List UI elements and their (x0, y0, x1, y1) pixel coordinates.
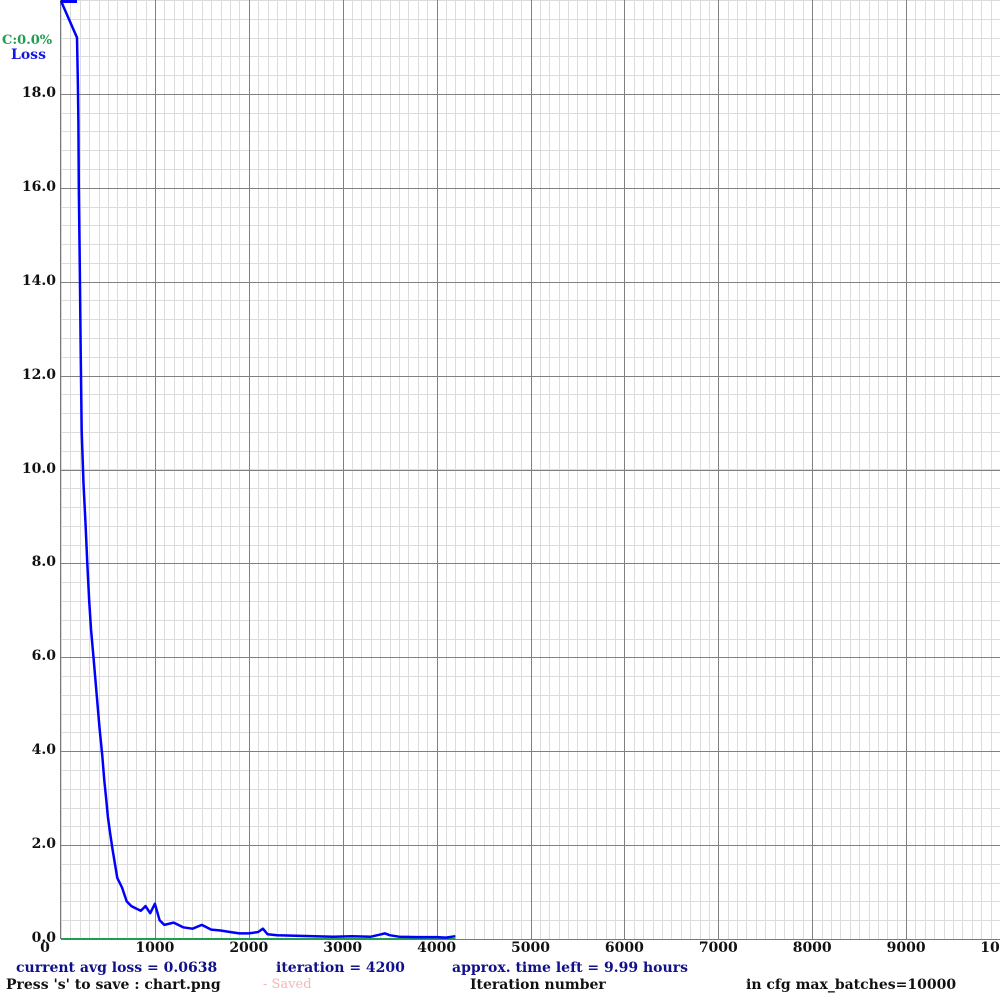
y-tick-label: 0.0 (31, 930, 56, 946)
x-tick-label: 7000 (698, 940, 738, 956)
current-avg-loss: current avg loss = 0.0638 (16, 960, 218, 976)
y-tick-label: 14.0 (21, 272, 56, 289)
time-left: approx. time left = 9.99 hours (452, 960, 688, 976)
legend-loss-label: Loss (11, 47, 46, 63)
max-batches-info: in cfg max_batches=10000 (746, 977, 957, 993)
y-tick-label: 2.0 (31, 836, 56, 853)
x-tick-label: 8000 (792, 940, 832, 956)
x-tick-label: 1000 (135, 940, 175, 956)
iteration-count: iteration = 4200 (276, 960, 405, 976)
legend-accuracy-label: C:0.0% (2, 33, 53, 48)
y-tick-label: 16.0 (21, 178, 56, 195)
save-hint: Press 's' to save : chart.png (6, 977, 221, 993)
y-tick-label: 4.0 (31, 742, 56, 759)
x-tick-label: 10 (980, 940, 1000, 956)
saved-indicator: - Saved (263, 977, 312, 992)
x-tick-label: 0 (40, 940, 50, 956)
y-tick-label: 10.0 (21, 460, 56, 477)
y-tick-label: 12.0 (21, 366, 56, 383)
x-tick-label: 6000 (604, 940, 644, 956)
loss-series-line (59, 0, 456, 939)
x-tick-label: 2000 (229, 940, 269, 956)
y-tick-label: 8.0 (31, 554, 56, 571)
x-tick-label: 3000 (323, 940, 363, 956)
x-tick-label: 9000 (886, 940, 926, 956)
y-tick-label: 18.0 (21, 84, 56, 101)
x-tick-label: 5000 (511, 940, 550, 956)
x-tick-label: 4000 (417, 940, 457, 956)
y-tick-label: 6.0 (31, 648, 56, 665)
x-axis-label: Iteration number (470, 977, 606, 993)
